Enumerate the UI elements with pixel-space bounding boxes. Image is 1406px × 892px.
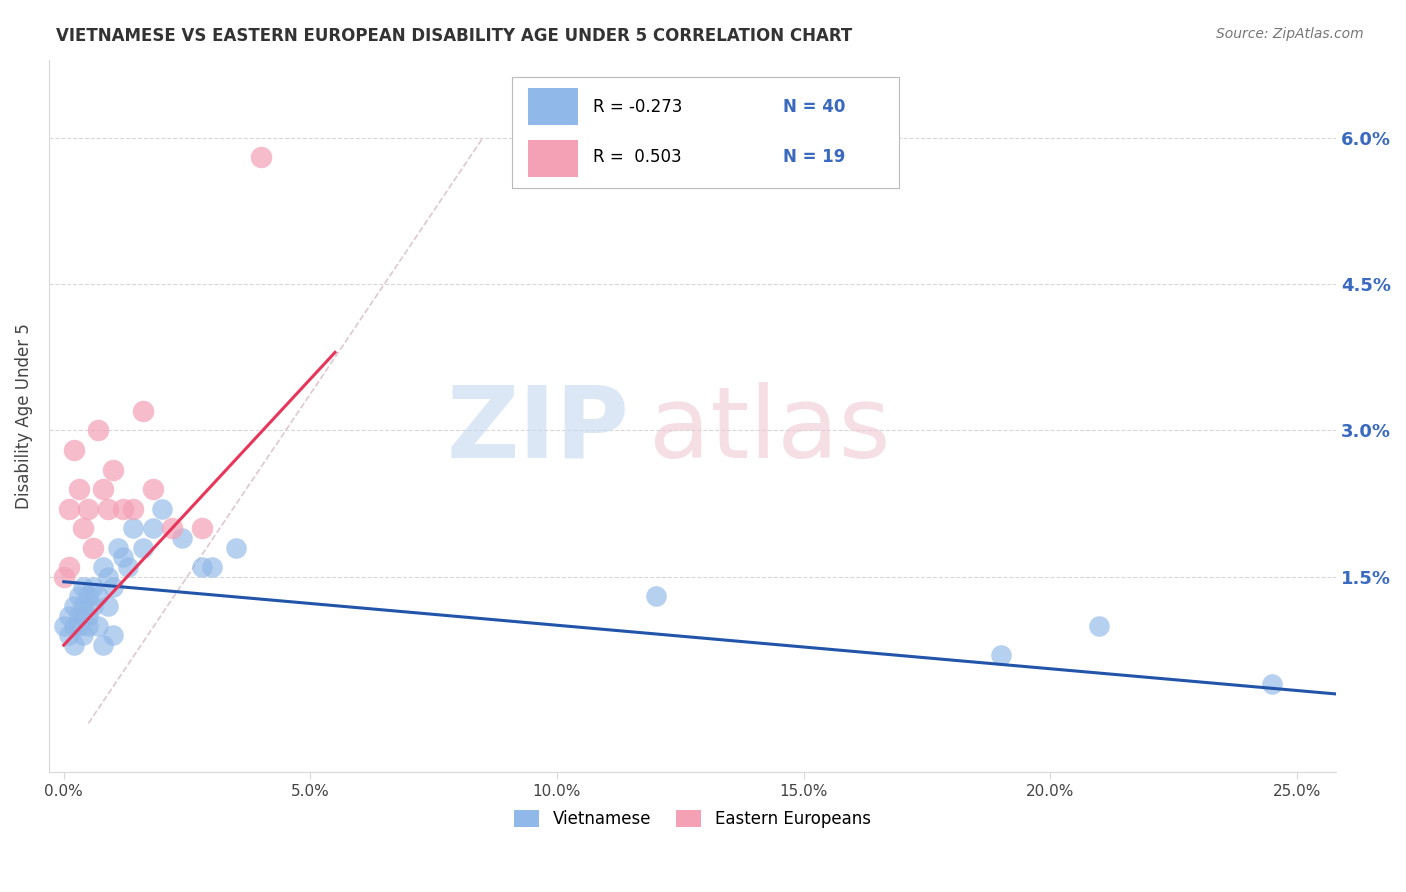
Point bbox=[250, 150, 273, 164]
Point bbox=[62, 442, 84, 457]
Point bbox=[111, 501, 134, 516]
Point bbox=[52, 570, 75, 584]
Point bbox=[91, 560, 114, 574]
Point bbox=[58, 628, 80, 642]
Point bbox=[62, 599, 84, 614]
Point bbox=[91, 482, 114, 496]
Point bbox=[121, 521, 143, 535]
Point bbox=[644, 590, 666, 604]
Point bbox=[111, 550, 134, 565]
Legend: Vietnamese, Eastern Europeans: Vietnamese, Eastern Europeans bbox=[508, 804, 877, 835]
Point bbox=[72, 599, 94, 614]
Point bbox=[141, 521, 163, 535]
Point bbox=[87, 424, 110, 438]
Point bbox=[141, 482, 163, 496]
Point bbox=[77, 608, 100, 623]
Point bbox=[72, 521, 94, 535]
Point bbox=[97, 599, 120, 614]
Point bbox=[82, 599, 104, 614]
Point bbox=[152, 501, 174, 516]
Point bbox=[101, 462, 124, 476]
Point bbox=[82, 580, 104, 594]
Point bbox=[131, 404, 153, 418]
Point bbox=[162, 521, 184, 535]
Point bbox=[117, 560, 139, 574]
Point bbox=[1261, 677, 1284, 691]
Point bbox=[201, 560, 224, 574]
Point bbox=[67, 608, 90, 623]
Y-axis label: Disability Age Under 5: Disability Age Under 5 bbox=[15, 323, 32, 508]
Text: Source: ZipAtlas.com: Source: ZipAtlas.com bbox=[1216, 27, 1364, 41]
Point bbox=[77, 590, 100, 604]
Point bbox=[87, 618, 110, 632]
Point bbox=[52, 618, 75, 632]
Point bbox=[225, 541, 247, 555]
Point bbox=[87, 590, 110, 604]
Point bbox=[67, 590, 90, 604]
Point bbox=[67, 618, 90, 632]
Point bbox=[191, 560, 214, 574]
Point bbox=[77, 618, 100, 632]
Point bbox=[77, 501, 100, 516]
Point bbox=[191, 521, 214, 535]
Text: ZIP: ZIP bbox=[447, 382, 630, 479]
Point bbox=[101, 580, 124, 594]
Point bbox=[58, 501, 80, 516]
Point bbox=[62, 638, 84, 652]
Point bbox=[67, 482, 90, 496]
Point bbox=[97, 501, 120, 516]
Point bbox=[101, 628, 124, 642]
Point bbox=[72, 628, 94, 642]
Point bbox=[172, 531, 194, 545]
Point bbox=[990, 648, 1012, 662]
Point bbox=[107, 541, 129, 555]
Point bbox=[62, 618, 84, 632]
Text: atlas: atlas bbox=[650, 382, 890, 479]
Point bbox=[121, 501, 143, 516]
Point bbox=[58, 608, 80, 623]
Point bbox=[131, 541, 153, 555]
Point bbox=[97, 570, 120, 584]
Point bbox=[91, 638, 114, 652]
Point bbox=[72, 580, 94, 594]
Point bbox=[82, 541, 104, 555]
Text: VIETNAMESE VS EASTERN EUROPEAN DISABILITY AGE UNDER 5 CORRELATION CHART: VIETNAMESE VS EASTERN EUROPEAN DISABILIT… bbox=[56, 27, 852, 45]
Point bbox=[58, 560, 80, 574]
Point bbox=[1088, 618, 1111, 632]
